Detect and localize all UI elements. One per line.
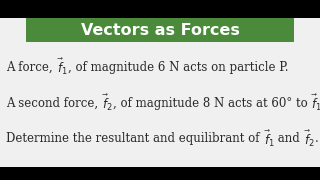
Text: $\vec{f}_1$: $\vec{f}_1$ bbox=[264, 129, 274, 149]
Bar bbox=[26, 18, 294, 42]
Text: , of magnitude 8 N acts at 60° to: , of magnitude 8 N acts at 60° to bbox=[113, 96, 311, 110]
Text: $\vec{f}_2$: $\vec{f}_2$ bbox=[102, 93, 113, 113]
Text: Determine the resultant and equilibrant of: Determine the resultant and equilibrant … bbox=[6, 132, 264, 145]
Text: A force,: A force, bbox=[6, 61, 57, 74]
Bar bbox=[0, 0, 320, 18]
Text: , of magnitude 6 N acts on particle P.: , of magnitude 6 N acts on particle P. bbox=[68, 61, 288, 74]
Text: $\vec{f}_1$: $\vec{f}_1$ bbox=[57, 57, 68, 77]
Text: Vectors as Forces: Vectors as Forces bbox=[81, 23, 239, 38]
Bar bbox=[0, 167, 320, 180]
Text: A second force,: A second force, bbox=[6, 96, 102, 110]
Text: $\vec{f}_1$: $\vec{f}_1$ bbox=[311, 93, 320, 113]
Text: .: . bbox=[315, 132, 318, 145]
Text: and: and bbox=[274, 132, 304, 145]
Text: $\vec{f}_2$: $\vec{f}_2$ bbox=[304, 129, 315, 149]
